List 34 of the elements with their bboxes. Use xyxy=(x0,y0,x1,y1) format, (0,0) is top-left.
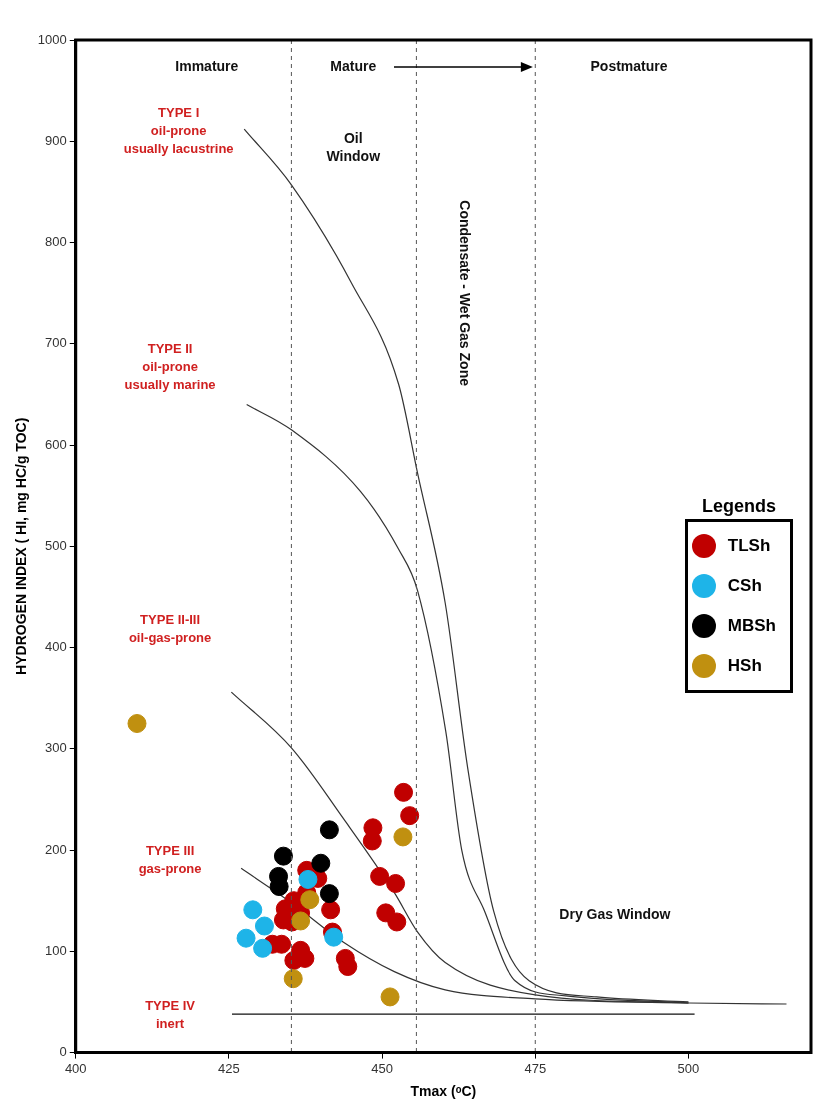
annotation: Oil Window xyxy=(326,130,381,165)
y-tick-label: 200 xyxy=(45,841,67,857)
y-tick-label: 100 xyxy=(45,942,67,958)
y-tick-label: 300 xyxy=(45,740,67,756)
legend-label: HSh xyxy=(727,656,762,677)
annotation: TYPE I oil-prone usually lacustrine xyxy=(123,104,234,156)
y-tick-label: 900 xyxy=(45,132,67,148)
legend-label: MBSh xyxy=(727,616,776,637)
legend-title: Legends xyxy=(700,496,777,518)
legend-label: CSh xyxy=(727,576,762,597)
x-tick-label: 450 xyxy=(371,1060,393,1076)
y-tick-label: 400 xyxy=(45,639,67,655)
legend-label: TLSh xyxy=(727,536,771,557)
y-axis-title: HYDROGEN INDEX ( HI, mg HC/g TOC) xyxy=(13,417,30,675)
y-tick-label: 800 xyxy=(45,234,67,250)
annotation: Postmature xyxy=(590,58,668,75)
x-tick-label: 500 xyxy=(677,1060,700,1076)
annotation: TYPE III gas-prone xyxy=(138,842,202,876)
x-tick-label: 475 xyxy=(524,1060,547,1076)
annotation: Condensate - Wet Gas Zone xyxy=(457,200,474,387)
annotation: TYPE IV inert xyxy=(145,997,196,1031)
y-tick-label: 0 xyxy=(59,1044,67,1060)
y-tick-label: 1000 xyxy=(37,31,67,47)
annotation: Dry Gas Window xyxy=(559,905,671,922)
annotation: Immature xyxy=(175,58,239,75)
y-tick-label: 700 xyxy=(45,335,67,351)
y-tick-label: 500 xyxy=(45,537,67,553)
x-axis-title: Tmax (ᵒC) xyxy=(410,1083,477,1100)
x-tick-label: 400 xyxy=(64,1060,87,1076)
x-tick-label: 425 xyxy=(218,1060,240,1076)
annotation: TYPE II-III oil-gas-prone xyxy=(128,611,212,645)
annotation: TYPE II oil-prone usually marine xyxy=(124,340,216,392)
annotation: Mature xyxy=(330,58,377,75)
y-tick-label: 600 xyxy=(45,436,67,452)
